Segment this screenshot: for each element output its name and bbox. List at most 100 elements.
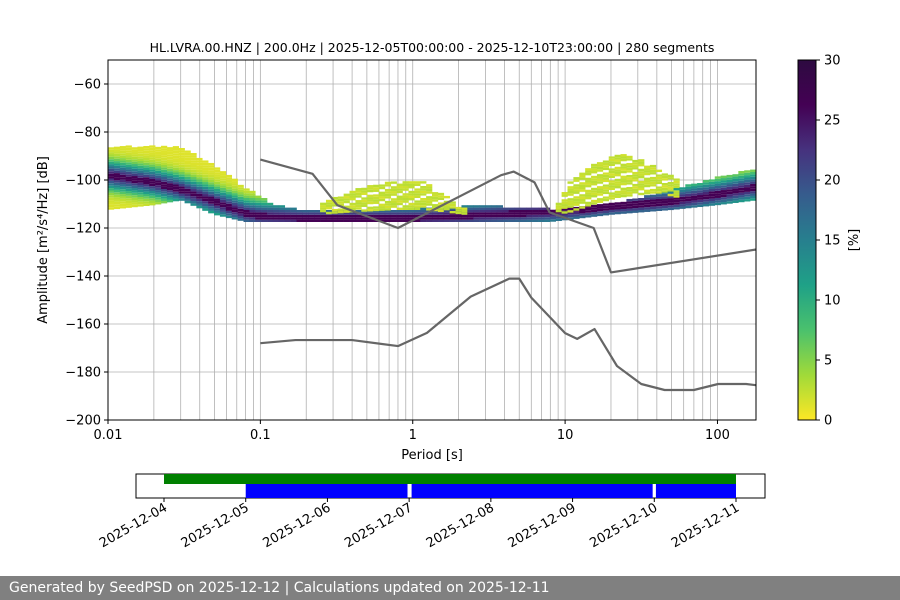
- density-cell: [166, 197, 174, 200]
- density-cell: [420, 207, 427, 210]
- density-cell: [614, 161, 621, 165]
- density-cell: [108, 190, 115, 193]
- density-cell: [602, 177, 610, 180]
- density-cell: [231, 190, 238, 194]
- density-cell: [667, 198, 674, 201]
- density-cell: [196, 167, 203, 170]
- density-cell: [449, 203, 456, 207]
- density-cell: [237, 199, 244, 202]
- density-cell: [349, 207, 356, 210]
- density-cell: [113, 182, 121, 186]
- density-cell: [443, 212, 450, 215]
- density-cell: [196, 203, 203, 206]
- density-cell: [108, 166, 115, 169]
- density-cell: [143, 177, 150, 180]
- density-cell: [125, 147, 132, 151]
- density-cell: [202, 196, 209, 199]
- density-cell: [225, 196, 233, 199]
- density-cell: [402, 193, 409, 196]
- density-cell: [691, 205, 698, 208]
- density-cell: [219, 180, 227, 184]
- density-cell: [626, 179, 633, 183]
- density-cell: [638, 168, 645, 172]
- density-cell: [202, 206, 209, 209]
- density-cell: [125, 169, 132, 172]
- density-cell: [184, 169, 191, 173]
- density-cell: [125, 193, 132, 196]
- density-cell: [396, 217, 403, 220]
- density-cell: [243, 214, 250, 218]
- density-cell: [467, 212, 474, 215]
- density-cell: [479, 205, 486, 208]
- density-cell: [573, 208, 580, 211]
- density-cell: [596, 174, 604, 177]
- density-cell: [355, 190, 362, 193]
- density-cell: [732, 193, 739, 196]
- density-cell: [184, 162, 191, 165]
- timeline-used-bar: [411, 484, 653, 498]
- density-cell: [455, 209, 462, 212]
- density-cell: [543, 214, 551, 218]
- density-cell: [673, 207, 680, 210]
- density-cell: [190, 153, 197, 156]
- density-cell: [131, 185, 138, 189]
- density-cell: [119, 158, 126, 161]
- density-cell: [172, 194, 179, 197]
- density-cell: [591, 178, 598, 181]
- density-cell: [137, 185, 144, 188]
- density-cell: [750, 198, 756, 201]
- density-cell: [661, 187, 668, 191]
- density-cell: [732, 200, 739, 203]
- density-cell: [149, 159, 156, 163]
- density-cell: [726, 198, 733, 202]
- density-cell: [596, 162, 604, 165]
- density-cell: [579, 206, 586, 209]
- density-cell: [261, 198, 268, 201]
- density-cell: [649, 199, 657, 202]
- density-cell: [214, 212, 221, 216]
- density-cell: [573, 191, 580, 194]
- density-cell: [667, 184, 674, 187]
- density-cell: [561, 208, 568, 211]
- density-cell: [485, 212, 492, 215]
- density-cell: [113, 161, 121, 164]
- density-cell: [502, 217, 509, 220]
- density-cell: [579, 199, 586, 202]
- density-cell: [555, 202, 562, 206]
- density-cell: [573, 211, 580, 215]
- density-cell: [161, 186, 168, 189]
- density-cell: [237, 208, 244, 212]
- density-cell: [131, 178, 138, 181]
- density-cell: [155, 180, 162, 183]
- density-cell: [337, 212, 344, 215]
- density-cell: [172, 170, 179, 173]
- density-cell: [579, 189, 586, 192]
- density-cell: [414, 207, 421, 210]
- density-cell: [125, 191, 132, 194]
- density-cell: [184, 176, 191, 180]
- density-cell: [526, 217, 533, 220]
- density-cell: [720, 197, 727, 200]
- density-cell: [738, 183, 745, 186]
- density-cell: [620, 154, 627, 157]
- density-cell: [461, 219, 468, 222]
- density-cell: [720, 187, 727, 191]
- density-cell: [626, 186, 633, 190]
- density-cell: [214, 169, 221, 173]
- density-cell: [108, 176, 115, 179]
- density-cell: [178, 157, 185, 160]
- colorbar-tick-label: 10: [824, 294, 841, 309]
- density-cell: [272, 217, 280, 220]
- density-cell: [225, 189, 233, 192]
- density-cell: [190, 193, 197, 197]
- density-cell: [661, 208, 668, 211]
- density-cell: [255, 202, 262, 206]
- density-cell: [437, 219, 445, 222]
- density-cell: [732, 183, 739, 187]
- density-cell: [237, 194, 244, 197]
- density-cell: [184, 198, 191, 201]
- density-cell: [661, 196, 668, 199]
- density-cell: [708, 179, 716, 182]
- density-cell: [702, 180, 710, 183]
- density-cell: [649, 191, 657, 194]
